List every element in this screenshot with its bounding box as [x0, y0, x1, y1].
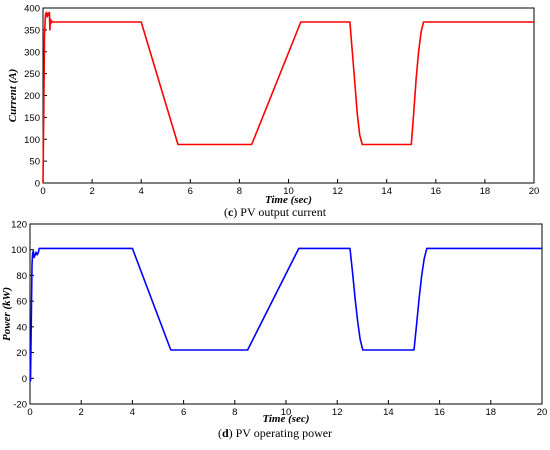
y-tick-label: -20 [13, 400, 27, 411]
y-tick-label: 0 [35, 179, 40, 190]
x-axis-label: Time (sec) [265, 194, 312, 206]
caption-text: PV output current [240, 205, 326, 219]
x-tick-label: 16 [431, 186, 442, 197]
y-tick-label: 300 [24, 47, 40, 58]
x-tick-label: 14 [383, 407, 394, 418]
x-tick-label: 2 [79, 407, 84, 418]
x-tick-label: 14 [381, 186, 392, 197]
y-tick-label: 60 [16, 297, 27, 308]
x-tick-label: 4 [139, 186, 144, 197]
y-tick-label: 80 [16, 271, 27, 282]
x-tick-label: 6 [181, 407, 186, 418]
y-tick-label: 0 [22, 374, 27, 385]
x-tick-label: 20 [537, 407, 548, 418]
y-tick-label: 20 [16, 348, 27, 359]
plot-frame [42, 7, 535, 184]
y-tick-label: 250 [24, 69, 40, 80]
chart-panel-d: 0 2 4 6 8 10 12 14 16 18 20-20020406080100120Time … [1, 220, 547, 441]
y-tick-label: 100 [11, 245, 27, 256]
y-tick-label: 40 [16, 322, 27, 333]
x-axis-label: Time (sec) [263, 413, 310, 425]
y-tick-label: 120 [11, 220, 27, 231]
x-tick-label: 10 [283, 186, 294, 197]
x-tick-label: 6 [188, 186, 193, 197]
x-tick-label: 0 [27, 407, 32, 418]
y-tick-label: 400 [24, 4, 40, 15]
x-tick-label: 12 [332, 407, 343, 418]
y-tick-label: 350 [24, 25, 40, 36]
x-tick-label: 0 [40, 186, 45, 197]
caption-letter: d [222, 426, 229, 440]
y-tick-label: 200 [24, 91, 40, 102]
plot-frame [29, 223, 543, 405]
y-axis-label: Current (A) [7, 69, 19, 123]
x-tick-label: 18 [480, 186, 491, 197]
y-tick-label: 50 [29, 157, 40, 168]
x-tick-label: 20 [529, 186, 540, 197]
chart-panel-c: 0 2 4 6 8 10 12 14 16 18 2005010015020025030035040… [7, 4, 539, 220]
x-tick-label: 16 [434, 407, 445, 418]
x-tick-label: 8 [232, 407, 237, 418]
y-tick-label: 100 [24, 135, 40, 146]
figure-caption: (c) PV output current [224, 205, 327, 219]
series-line [29, 247, 542, 382]
x-tick-label: 8 [237, 186, 242, 197]
x-tick-label: 2 [89, 186, 94, 197]
x-tick-label: 4 [130, 407, 135, 418]
y-tick-label: 150 [24, 113, 40, 124]
series-line [42, 11, 534, 184]
caption-text: PV operating power [236, 426, 332, 440]
x-tick-label: 18 [486, 407, 497, 418]
caption-letter: c [228, 205, 234, 219]
x-tick-label: 10 [281, 407, 292, 418]
y-axis-label: Power (kW) [1, 287, 13, 341]
figure-caption: (d) PV operating power [218, 426, 332, 440]
x-tick-label: 12 [332, 186, 343, 197]
